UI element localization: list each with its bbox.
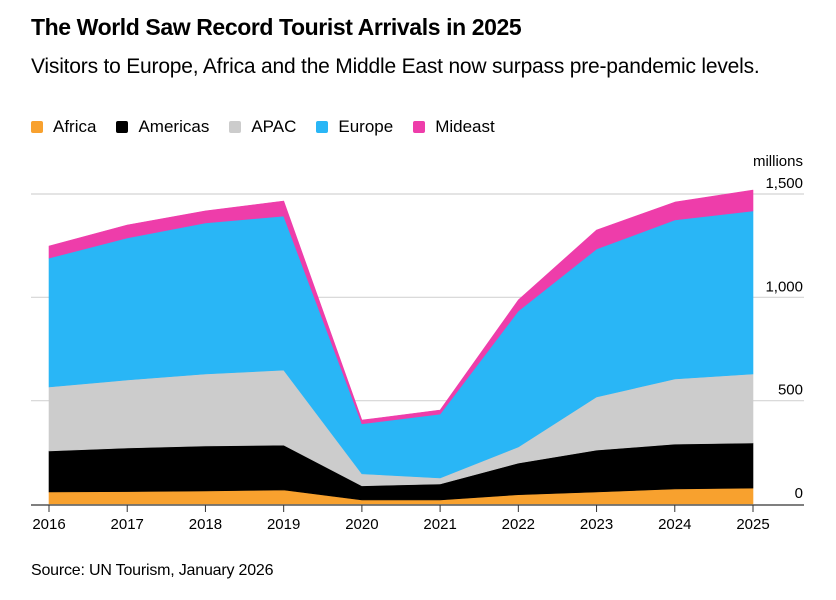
y-axis-unit-label: millions <box>753 153 803 170</box>
legend-label-americas: Americas <box>138 117 210 136</box>
legend-item-europe: Europe <box>316 117 393 137</box>
legend-label-apac: APAC <box>251 117 297 136</box>
area-mideast <box>48 189 754 425</box>
x-tick-label-2018: 2018 <box>189 516 222 533</box>
legend-item-apac: APAC <box>229 117 296 137</box>
y-axis: 0 500 1,000 1,500 millions <box>753 153 803 502</box>
y-tick-label-500: 500 <box>778 382 803 399</box>
x-tick-label-2025: 2025 <box>736 516 769 533</box>
x-tick-label-2019: 2019 <box>267 516 300 533</box>
legend-swatch-apac <box>229 121 242 133</box>
x-axis: 2016 2017 2018 2019 2020 2021 2022 2023 2024 2025 <box>31 504 804 533</box>
y-tick-label-0: 0 <box>795 485 803 502</box>
legend-item-mideast: Mideast <box>413 117 495 137</box>
y-tick-label-1500: 1,500 <box>765 175 803 192</box>
x-tick-label-2023: 2023 <box>580 516 613 533</box>
x-tick-label-2022: 2022 <box>502 516 535 533</box>
y-tick-label-1000: 1,000 <box>765 278 803 295</box>
legend-item-americas: Americas <box>116 117 209 137</box>
legend-swatch-africa <box>31 121 43 133</box>
legend-item-africa: Africa <box>31 117 96 137</box>
chart-area: 2016 2017 2018 2019 2020 2021 2022 2023 2024 2025… <box>31 153 804 533</box>
chart-subtitle: Visitors to Europe, Africa and the Middl… <box>31 55 760 78</box>
x-tick-label-2021: 2021 <box>423 516 456 533</box>
x-tick-label-2016: 2016 <box>32 516 65 533</box>
legend-swatch-mideast <box>413 121 426 133</box>
x-tick-label-2020: 2020 <box>345 516 378 533</box>
x-tick-label-2017: 2017 <box>111 516 144 533</box>
chart-title: The World Saw Record Tourist Arrivals in… <box>31 14 522 40</box>
legend-swatch-americas <box>116 121 129 133</box>
legend: Africa Americas APAC Europe Mideast <box>31 117 515 137</box>
legend-swatch-europe <box>316 121 329 133</box>
stacked-areas <box>48 189 754 505</box>
x-tick-label-2024: 2024 <box>658 516 691 533</box>
source-note: Source: UN Tourism, January 2026 <box>31 562 274 579</box>
legend-label-mideast: Mideast <box>435 117 495 136</box>
legend-label-europe: Europe <box>338 117 394 136</box>
legend-label-africa: Africa <box>53 117 97 136</box>
